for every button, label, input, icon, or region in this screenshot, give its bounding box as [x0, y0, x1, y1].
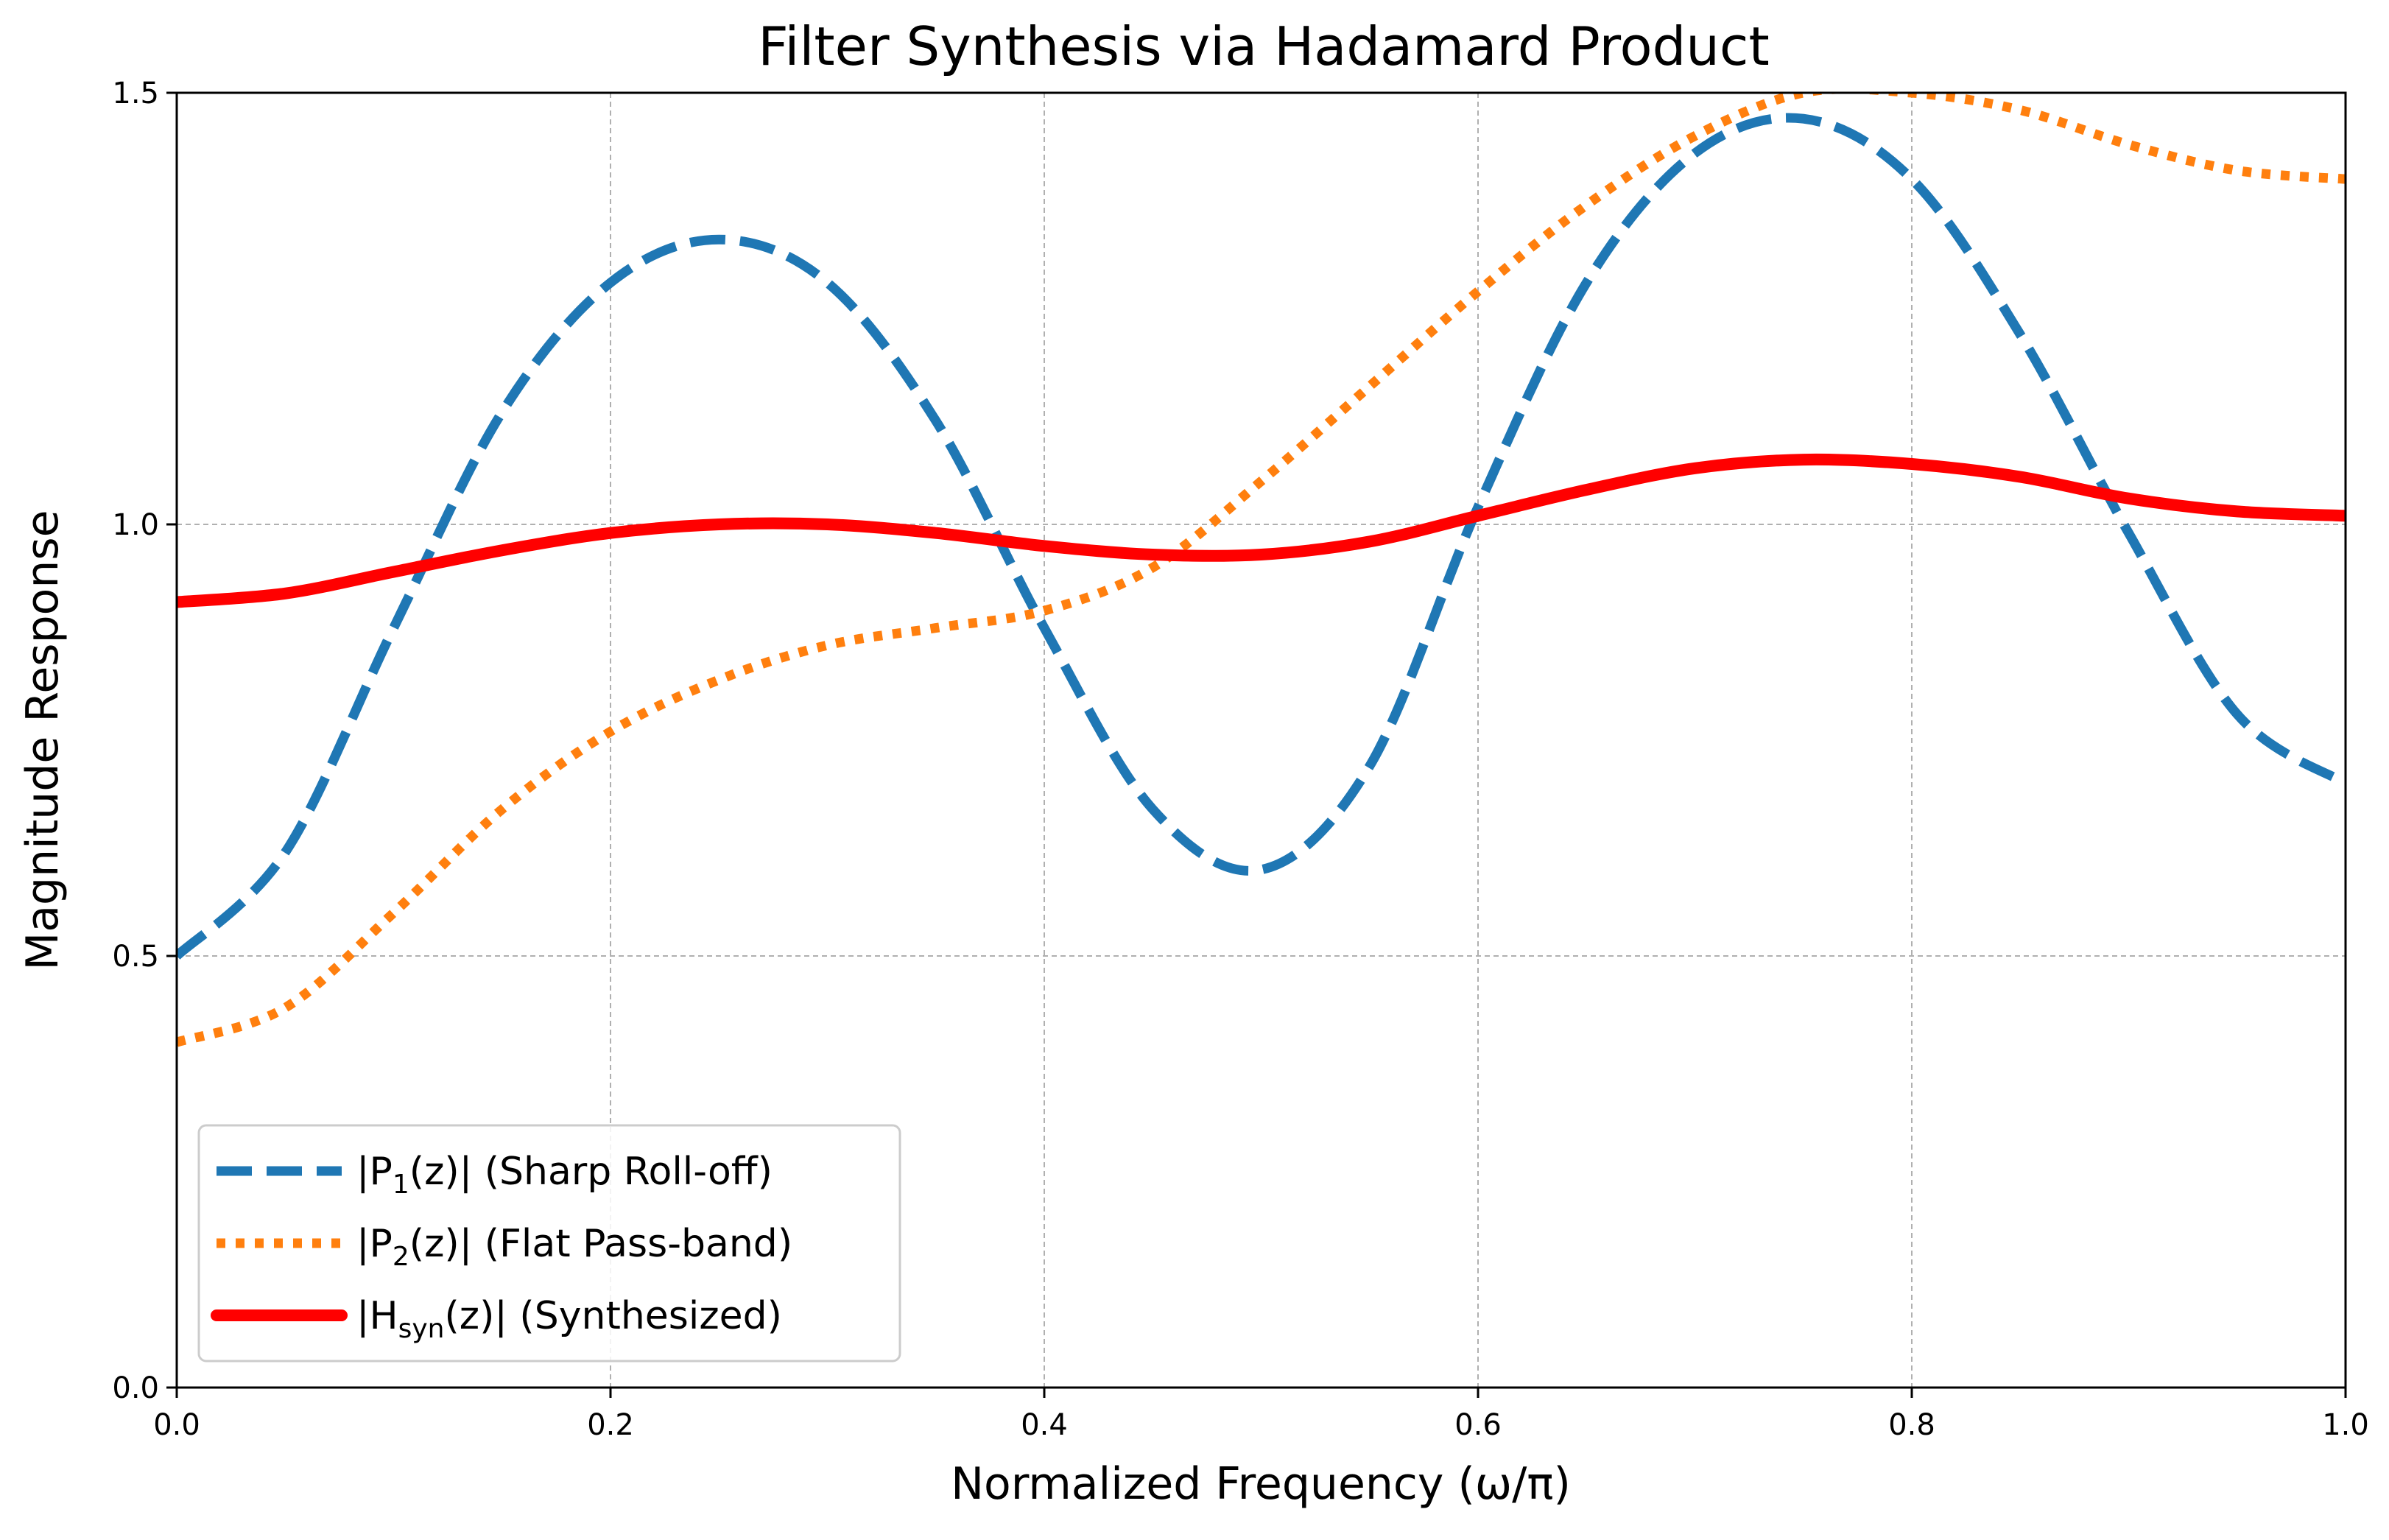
- x-tick-label: 0.8: [1888, 1408, 1935, 1442]
- x-tick-label: 0.4: [1021, 1408, 1068, 1442]
- y-tick-label: 1.0: [112, 508, 159, 542]
- series-line-3: [177, 453, 2346, 608]
- x-axis-ticks: 0.0 0.2 0.4 0.6 0.8 1.0: [153, 1388, 2369, 1442]
- chart-title: Filter Synthesis via Hadamard Product: [758, 15, 1769, 77]
- plot-frame: [175, 91, 2347, 1389]
- x-tick-label: 0.2: [587, 1408, 634, 1442]
- legend-box: [197, 1124, 901, 1363]
- series-line-1: [177, 113, 2346, 960]
- y-tick-label: 0.0: [112, 1371, 159, 1405]
- legend-label-2: |P2(z)| (Flat Pass-band): [356, 1222, 792, 1272]
- legend-label-3: |Hsyn(z)| (Synthesized): [356, 1294, 782, 1344]
- y-axis-label: Magnitude Response: [17, 510, 68, 970]
- series-lines: [177, 93, 2346, 1047]
- x-tick-label: 1.0: [2322, 1408, 2369, 1442]
- y-axis-ticks: 0.0 0.5 1.0 1.5: [112, 77, 177, 1405]
- legend: |P1(z)| (Sharp Roll-off) |P2(z)| (Flat Pa…: [197, 1124, 901, 1363]
- x-tick-label: 0.0: [153, 1408, 200, 1442]
- legend-label-1: |P1(z)| (Sharp Roll-off): [356, 1150, 773, 1200]
- series-line-2: [177, 93, 2346, 1047]
- y-tick-label: 0.5: [112, 940, 159, 974]
- grid: [177, 93, 2346, 1388]
- x-tick-label: 0.6: [1454, 1408, 1502, 1442]
- y-tick-label: 1.5: [112, 77, 159, 110]
- x-axis-label: Normalized Frequency (ω/π): [951, 1458, 1571, 1510]
